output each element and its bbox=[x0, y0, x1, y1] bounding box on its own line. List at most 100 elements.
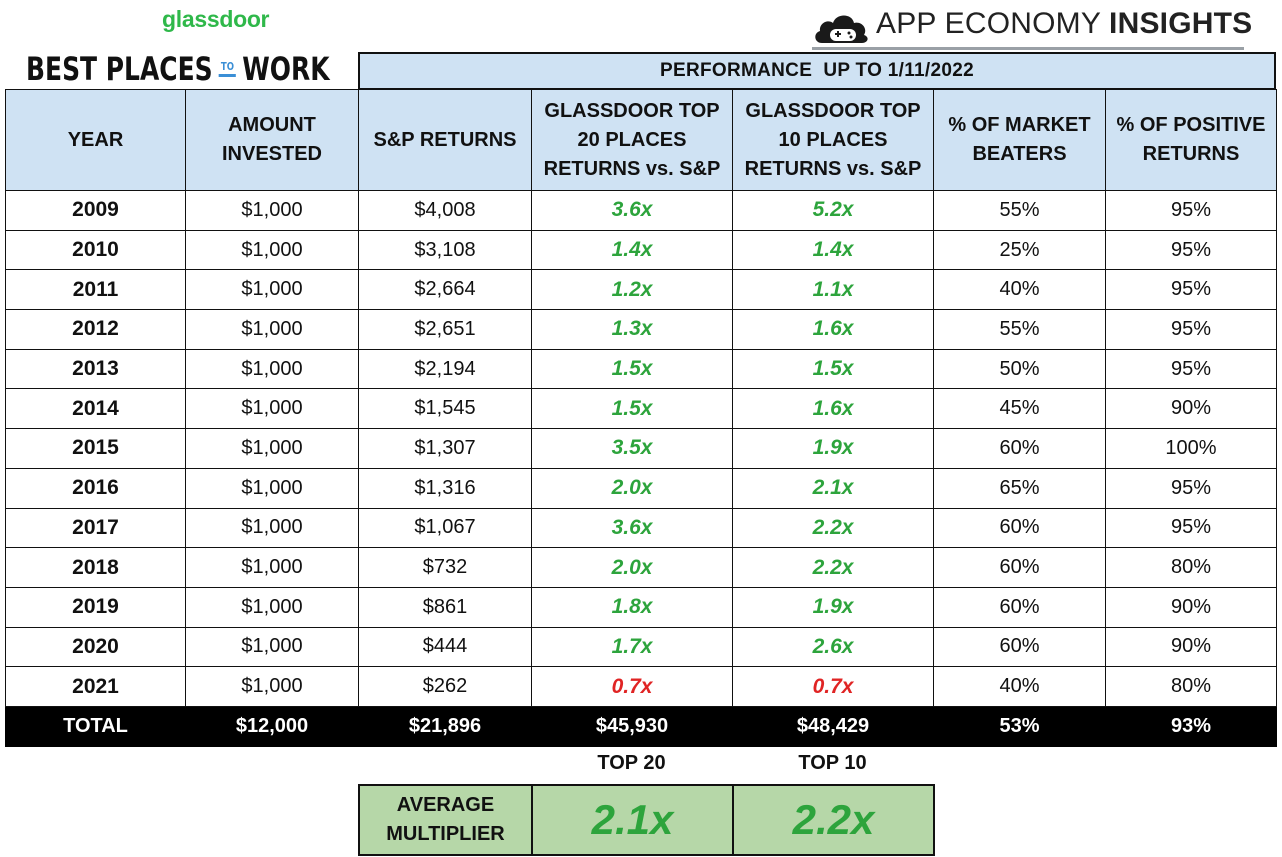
top20-cell: 3.6x bbox=[531, 507, 733, 549]
top10-cell: 1.6x bbox=[732, 388, 934, 430]
positive-cell: 90% bbox=[1105, 626, 1277, 668]
top10-cell: 2.6x bbox=[732, 626, 934, 668]
total-row: TOTAL $12,000 $21,896 $45,930 $48,429 53% 93% bbox=[5, 705, 1277, 747]
table-row: 2009 $1,000 $4,008 3.6x 5.2x 55% 95% bbox=[5, 190, 1277, 231]
beaters-cell: 60% bbox=[933, 507, 1106, 549]
sp-returns-cell: $2,664 bbox=[358, 269, 532, 311]
top20-cell: 2.0x bbox=[531, 467, 733, 509]
col-market-beaters-header: % OF MARKET BEATERS bbox=[933, 89, 1106, 191]
positive-cell: 90% bbox=[1105, 388, 1277, 430]
top20-cell: 1.7x bbox=[531, 626, 733, 668]
year-cell: 2020 bbox=[5, 626, 186, 668]
col-year-header: YEAR bbox=[5, 89, 186, 191]
bptw-to-text: TO bbox=[220, 60, 235, 73]
bptw-right-text: WORK bbox=[242, 50, 330, 88]
table-row: 2018 $1,000 $732 2.0x 2.2x 60% 80% bbox=[5, 547, 1277, 588]
performance-band: PERFORMANCE UP TO 1/11/2022 bbox=[358, 52, 1276, 90]
bptw-left-text: BEST PLACES bbox=[26, 50, 213, 88]
positive-cell: 90% bbox=[1105, 586, 1277, 628]
bptw-to-bar bbox=[218, 74, 237, 77]
top10-label: TOP 10 bbox=[798, 752, 867, 774]
col-top10-returns-header: GLASSDOOR TOP 10 PLACES RETURNS vs. S&P bbox=[732, 89, 934, 191]
beaters-cell: 45% bbox=[933, 388, 1106, 430]
table-row: 2017 $1,000 $1,067 3.6x 2.2x 60% 95% bbox=[5, 507, 1277, 549]
top10-cell: 1.5x bbox=[732, 348, 934, 390]
invested-cell: $1,000 bbox=[185, 507, 359, 549]
beaters-cell: 40% bbox=[933, 269, 1106, 311]
top10-cell: 2.2x bbox=[732, 547, 934, 588]
year-cell: 2009 bbox=[5, 190, 186, 231]
glassdoor-logo: glassdoor bbox=[162, 6, 270, 32]
beaters-cell: 60% bbox=[933, 428, 1106, 469]
average-multiplier-label: AVERAGE MULTIPLIER bbox=[358, 784, 533, 856]
year-cell: 2018 bbox=[5, 547, 186, 588]
top10-cell: 1.9x bbox=[732, 428, 934, 469]
beaters-cell: 25% bbox=[933, 229, 1106, 271]
aei-title: APP ECONOMY INSIGHTS bbox=[876, 7, 1252, 41]
sp-returns-cell: $1,545 bbox=[358, 388, 532, 430]
total-sp-cell: $21,896 bbox=[358, 705, 532, 747]
table-row: 2011 $1,000 $2,664 1.2x 1.1x 40% 95% bbox=[5, 269, 1277, 311]
table-row: 2014 $1,000 $1,545 1.5x 1.6x 45% 90% bbox=[5, 388, 1277, 430]
cloud-gamepad-icon bbox=[815, 15, 868, 43]
sp-returns-cell: $1,316 bbox=[358, 467, 532, 509]
aei-title-bold: INSIGHTS bbox=[1109, 7, 1253, 40]
beaters-cell: 60% bbox=[933, 586, 1106, 628]
sp-returns-cell: $1,307 bbox=[358, 428, 532, 469]
total-positive-cell: 93% bbox=[1105, 705, 1277, 747]
top20-cell: 1.8x bbox=[531, 586, 733, 628]
invested-cell: $1,000 bbox=[185, 547, 359, 588]
top20-cell: 2.0x bbox=[531, 547, 733, 588]
positive-cell: 80% bbox=[1105, 666, 1277, 707]
sp-returns-cell: $861 bbox=[358, 586, 532, 628]
beaters-cell: 60% bbox=[933, 547, 1106, 588]
total-invested-cell: $12,000 bbox=[185, 705, 359, 747]
year-cell: 2016 bbox=[5, 467, 186, 509]
col-sp-returns-header: S&P RETURNS bbox=[358, 89, 532, 191]
top10-cell: 1.9x bbox=[732, 586, 934, 628]
sp-returns-cell: $444 bbox=[358, 626, 532, 668]
invested-cell: $1,000 bbox=[185, 229, 359, 271]
col-amount-invested-header: AMOUNT INVESTED bbox=[185, 89, 359, 191]
aei-title-regular: APP ECONOMY bbox=[876, 7, 1101, 40]
beaters-cell: 55% bbox=[933, 190, 1106, 231]
col-positive-returns-header: % OF POSITIVE RETURNS bbox=[1105, 89, 1277, 191]
top10-cell: 2.1x bbox=[732, 467, 934, 509]
total-beaters-cell: 53% bbox=[933, 705, 1106, 747]
positive-cell: 95% bbox=[1105, 507, 1277, 549]
top10-cell: 1.1x bbox=[732, 269, 934, 311]
invested-cell: $1,000 bbox=[185, 269, 359, 311]
app-economy-insights-logo: APP ECONOMY INSIGHTS bbox=[812, 3, 1252, 50]
invested-cell: $1,000 bbox=[185, 348, 359, 390]
invested-cell: $1,000 bbox=[185, 309, 359, 350]
sp-returns-cell: $4,008 bbox=[358, 190, 532, 231]
average-multiplier-table: AVERAGE MULTIPLIER 2.1x 2.2x bbox=[358, 784, 935, 856]
beaters-cell: 40% bbox=[933, 666, 1106, 707]
sp-returns-cell: $732 bbox=[358, 547, 532, 588]
top20-cell: 1.4x bbox=[531, 229, 733, 271]
invested-cell: $1,000 bbox=[185, 586, 359, 628]
invested-cell: $1,000 bbox=[185, 666, 359, 707]
positive-cell: 95% bbox=[1105, 467, 1277, 509]
average-top10-value: 2.2x bbox=[732, 784, 935, 856]
table-row: 2015 $1,000 $1,307 3.5x 1.9x 60% 100% bbox=[5, 428, 1277, 469]
top10-cell: 1.4x bbox=[732, 229, 934, 271]
sp-returns-cell: $3,108 bbox=[358, 229, 532, 271]
invested-cell: $1,000 bbox=[185, 428, 359, 469]
beaters-cell: 65% bbox=[933, 467, 1106, 509]
top10-cell: 1.6x bbox=[732, 309, 934, 350]
year-cell: 2019 bbox=[5, 586, 186, 628]
table-row: 2021 $1,000 $262 0.7x 0.7x 40% 80% bbox=[5, 666, 1277, 707]
year-cell: 2014 bbox=[5, 388, 186, 430]
table-row: 2019 $1,000 $861 1.8x 1.9x 60% 90% bbox=[5, 586, 1277, 628]
top10-cell: 5.2x bbox=[732, 190, 934, 231]
invested-cell: $1,000 bbox=[185, 467, 359, 509]
sp-returns-cell: $1,067 bbox=[358, 507, 532, 549]
top20-cell: 0.7x bbox=[531, 666, 733, 707]
table-row: 2010 $1,000 $3,108 1.4x 1.4x 25% 95% bbox=[5, 229, 1277, 271]
year-cell: 2011 bbox=[5, 269, 186, 311]
average-multiplier-text: AVERAGE MULTIPLIER bbox=[386, 794, 505, 845]
year-cell: 2021 bbox=[5, 666, 186, 707]
beaters-cell: 60% bbox=[933, 626, 1106, 668]
top20-cell: 3.6x bbox=[531, 190, 733, 231]
